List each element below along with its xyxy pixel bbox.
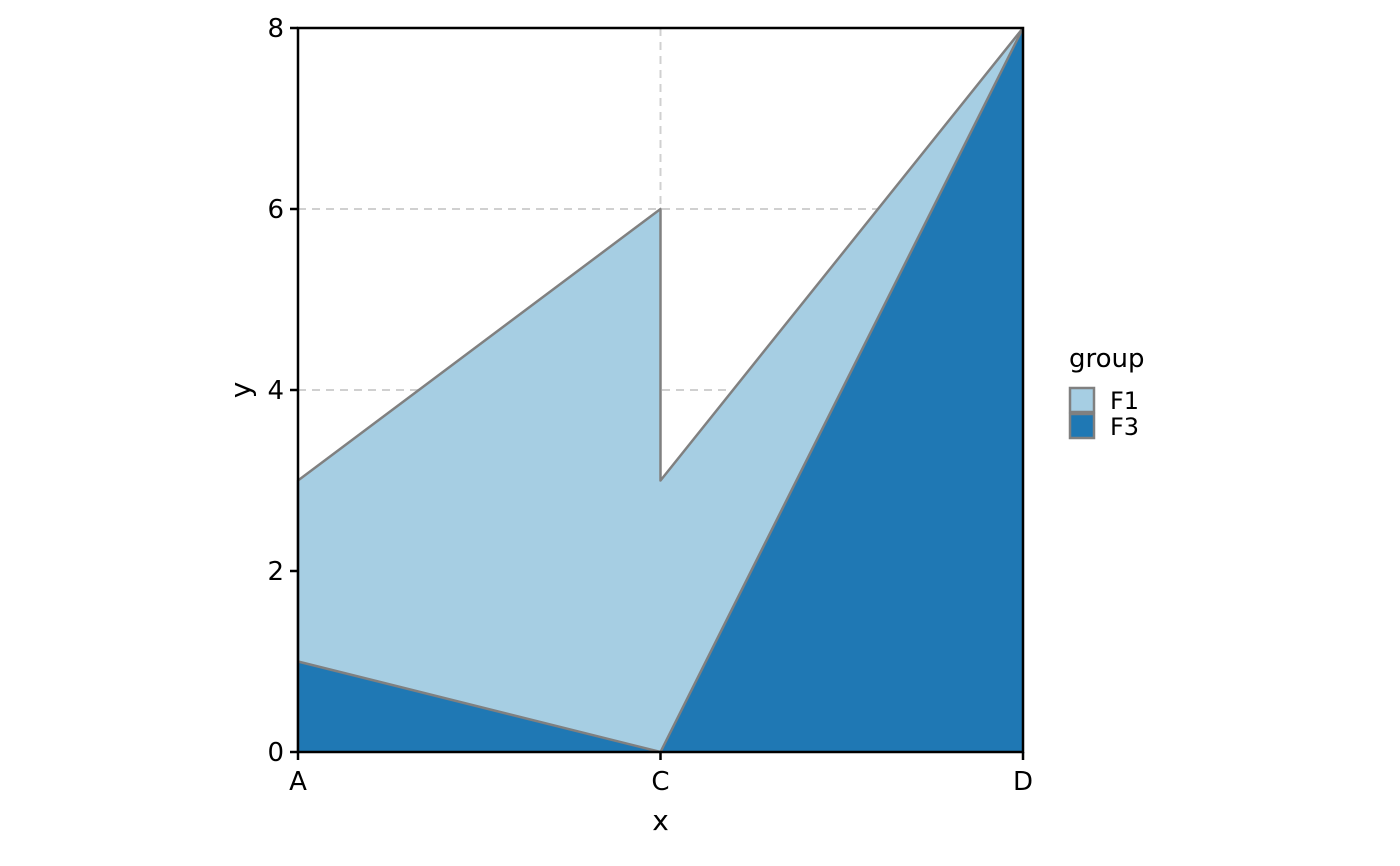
x-axis-title: x <box>652 804 669 837</box>
area-f3 <box>298 28 1023 752</box>
legend-swatch-f3 <box>1068 412 1096 440</box>
x-tick-label: D <box>1013 767 1033 797</box>
y-axis-title: y <box>224 382 257 399</box>
y-tick-label: 4 <box>267 376 284 406</box>
legend-label-f3: F3 <box>1110 413 1139 441</box>
y-tick-label: 0 <box>267 738 284 768</box>
legend-label-f1: F1 <box>1110 387 1139 415</box>
y-tick-label: 6 <box>267 195 284 225</box>
legend-title: group <box>1069 344 1145 374</box>
x-tick-label: C <box>651 767 669 797</box>
y-axis: 0 2 4 6 8 <box>267 14 298 768</box>
x-tick-label: A <box>289 767 307 797</box>
legend-swatch-f1 <box>1068 386 1096 414</box>
y-tick-label: 8 <box>267 14 284 44</box>
y-tick-label: 2 <box>267 557 284 587</box>
